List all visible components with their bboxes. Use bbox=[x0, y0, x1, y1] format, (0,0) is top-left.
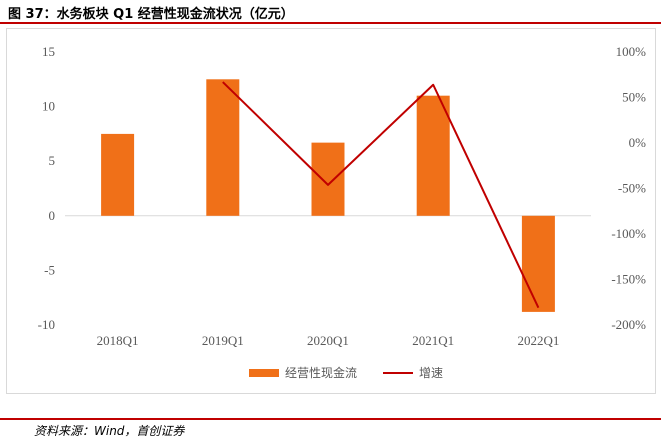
y2-tick-label: 50% bbox=[622, 90, 646, 105]
source-note: 资料来源：Wind，首创证券 bbox=[34, 424, 185, 438]
source-rule bbox=[0, 418, 661, 420]
y-tick-label: 15 bbox=[42, 44, 55, 59]
growth-line bbox=[222, 81, 540, 309]
y-tick-label: 10 bbox=[42, 99, 55, 114]
legend: 经营性现金流 增速 bbox=[249, 365, 443, 380]
x-tick-label: 2022Q1 bbox=[517, 333, 559, 348]
figure-title: 图 37：水务板块 Q1 经营性现金流状况（亿元） bbox=[8, 7, 294, 22]
x-tick-label: 2021Q1 bbox=[412, 333, 454, 348]
y-tick-label: 5 bbox=[49, 153, 56, 168]
x-tick-label: 2019Q1 bbox=[202, 333, 244, 348]
y2-tick-label: 0% bbox=[629, 135, 647, 150]
y2-tick-label: -100% bbox=[611, 226, 646, 241]
chart-frame: -10 -5 0 5 10 15 -200% -150% -100% -50% 0% 50% 100% 2… bbox=[6, 28, 656, 394]
chart-svg: -10 -5 0 5 10 15 -200% -150% -100% -50% 0% 50% 100% 2… bbox=[38, 44, 647, 380]
y-tick-label: -10 bbox=[38, 317, 55, 332]
y2-tick-label: -50% bbox=[618, 181, 646, 196]
bar-2022Q1 bbox=[521, 215, 555, 312]
bar-2018Q1 bbox=[101, 133, 135, 216]
y-tick-label: -5 bbox=[44, 262, 55, 277]
bar-2019Q1 bbox=[206, 79, 240, 216]
x-tick-label: 2018Q1 bbox=[97, 333, 139, 348]
legend-label-line: 增速 bbox=[419, 366, 443, 380]
y2-tick-label: 100% bbox=[616, 44, 647, 59]
bar-2020Q1 bbox=[311, 142, 345, 216]
y2-tick-label: -200% bbox=[611, 317, 646, 332]
legend-label-bar: 经营性现金流 bbox=[285, 365, 357, 380]
title-rule bbox=[0, 22, 661, 24]
legend-swatch-bar bbox=[249, 369, 279, 377]
bar-2021Q1 bbox=[416, 95, 450, 216]
y2-tick-label: -150% bbox=[611, 272, 646, 287]
x-tick-label: 2020Q1 bbox=[307, 333, 349, 348]
y-tick-label: 0 bbox=[49, 208, 56, 223]
